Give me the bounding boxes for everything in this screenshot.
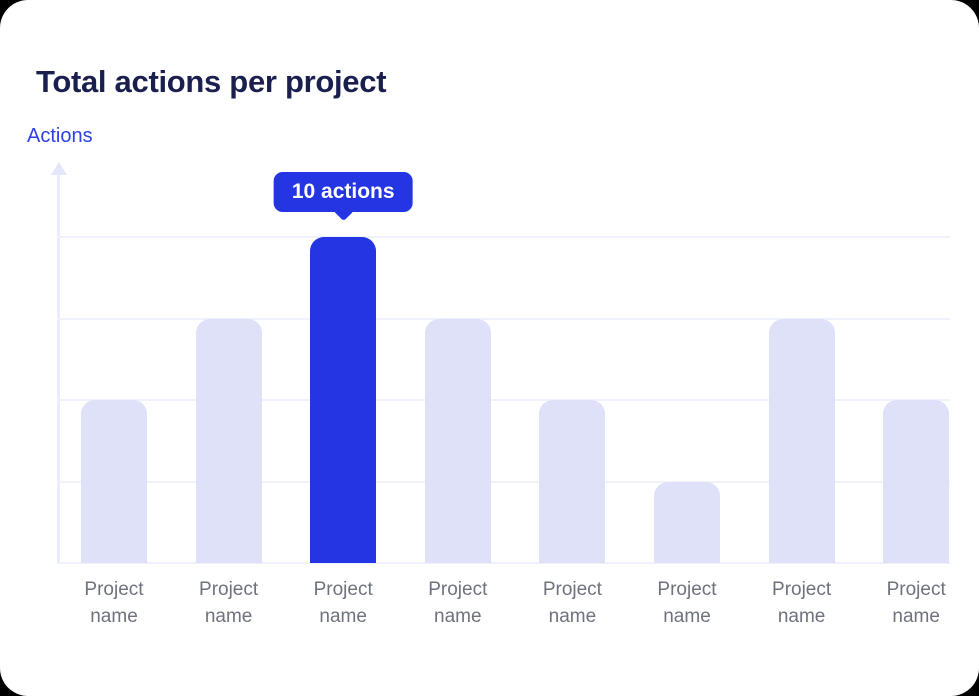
category-label: Project name bbox=[428, 579, 488, 627]
bar[interactable] bbox=[768, 318, 835, 563]
bar[interactable] bbox=[883, 400, 950, 563]
bar[interactable] bbox=[81, 400, 147, 563]
y-axis-label: Actions bbox=[27, 125, 93, 147]
category-label: Project name bbox=[313, 579, 373, 627]
gridline bbox=[57, 480, 950, 483]
tooltip-label: 10 actions bbox=[291, 180, 395, 203]
category-label: Project name bbox=[542, 579, 602, 627]
category-label: Project name bbox=[84, 579, 144, 627]
category-label: Project name bbox=[772, 579, 832, 627]
category-label: Project name bbox=[886, 579, 946, 627]
gridline bbox=[57, 236, 950, 238]
bar[interactable] bbox=[654, 481, 720, 563]
y-axis-arrow-icon bbox=[50, 162, 67, 175]
bar[interactable] bbox=[195, 318, 262, 563]
gridline bbox=[57, 562, 950, 564]
gridline bbox=[57, 317, 950, 320]
bar-highlighted[interactable] bbox=[310, 237, 377, 563]
gridline bbox=[57, 399, 950, 401]
y-axis-line bbox=[57, 175, 60, 563]
bar[interactable] bbox=[424, 318, 491, 563]
category-label: Project name bbox=[199, 579, 259, 627]
bar[interactable] bbox=[539, 400, 606, 563]
tooltip: 10 actions bbox=[273, 172, 413, 222]
chart-title: Total actions per project bbox=[36, 64, 387, 99]
category-label: Project name bbox=[657, 579, 717, 627]
